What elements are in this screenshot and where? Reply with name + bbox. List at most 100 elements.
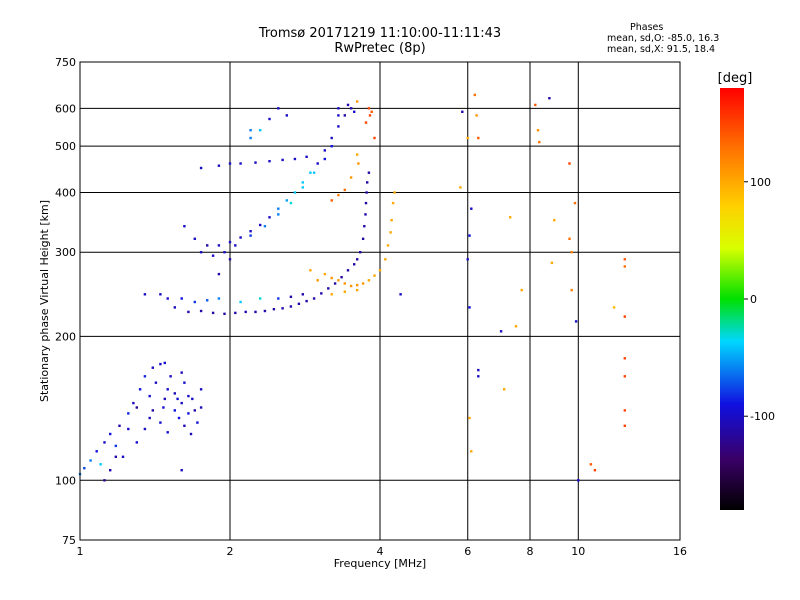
data-point bbox=[466, 258, 469, 261]
data-point bbox=[103, 441, 106, 444]
data-point bbox=[239, 162, 242, 165]
data-point bbox=[370, 110, 373, 113]
data-point bbox=[568, 162, 571, 165]
data-point bbox=[477, 375, 480, 378]
data-point bbox=[159, 362, 162, 366]
data-point bbox=[159, 421, 162, 424]
colorbar: [deg] 100 0 -100 bbox=[718, 71, 775, 510]
data-point bbox=[337, 114, 340, 117]
data-point bbox=[361, 237, 365, 240]
data-point bbox=[277, 213, 280, 216]
data-point bbox=[503, 388, 506, 391]
data-point bbox=[259, 129, 262, 132]
data-point bbox=[461, 110, 464, 113]
data-point bbox=[263, 309, 267, 313]
data-point bbox=[346, 103, 350, 107]
data-point bbox=[159, 293, 162, 296]
colorbar-label: [deg] bbox=[718, 71, 753, 86]
data-point bbox=[249, 129, 252, 132]
data-point bbox=[330, 276, 333, 280]
data-point bbox=[151, 366, 154, 369]
data-point bbox=[364, 121, 368, 124]
data-point bbox=[337, 279, 340, 282]
data-point bbox=[259, 297, 262, 300]
y-tick-label: 750 bbox=[55, 56, 76, 69]
data-point bbox=[378, 269, 382, 272]
y-tick-label: 75 bbox=[62, 534, 76, 547]
data-point bbox=[114, 444, 117, 448]
data-point bbox=[553, 219, 556, 222]
data-point bbox=[289, 305, 293, 308]
data-point bbox=[239, 236, 242, 239]
data-point bbox=[367, 171, 371, 174]
data-point bbox=[316, 279, 319, 282]
data-point bbox=[612, 306, 616, 309]
x-tick-label: 6 bbox=[464, 545, 471, 558]
data-point bbox=[343, 290, 346, 293]
data-point bbox=[187, 412, 190, 415]
x-tick-label: 2 bbox=[227, 545, 234, 558]
y-tick-label: 200 bbox=[55, 330, 76, 343]
data-point bbox=[389, 231, 392, 234]
data-point bbox=[459, 186, 462, 189]
data-point bbox=[199, 251, 203, 254]
data-point bbox=[249, 234, 252, 237]
data-point bbox=[180, 401, 183, 405]
data-point bbox=[293, 157, 297, 161]
data-point bbox=[199, 406, 203, 409]
data-point bbox=[367, 279, 371, 282]
phase-stats-x-mode: mean, sd,X: 91.5, 18.4 bbox=[607, 44, 716, 55]
data-point bbox=[183, 225, 186, 228]
data-point bbox=[470, 207, 473, 210]
phase-stats-heading: Phases bbox=[630, 22, 664, 33]
x-tick-label: 10 bbox=[571, 545, 585, 558]
data-point bbox=[89, 459, 92, 462]
data-point bbox=[337, 193, 340, 197]
data-point bbox=[340, 276, 343, 279]
data-point bbox=[470, 450, 473, 453]
data-point bbox=[538, 140, 541, 144]
data-point bbox=[289, 295, 293, 298]
data-point bbox=[285, 114, 288, 117]
data-point bbox=[187, 310, 190, 314]
data-point bbox=[356, 258, 359, 261]
data-point bbox=[121, 455, 125, 458]
data-point bbox=[316, 162, 319, 165]
data-point bbox=[301, 293, 304, 296]
x-tick-label: 8 bbox=[527, 545, 534, 558]
data-point bbox=[180, 371, 183, 374]
y-axis-label: Stationary phase Virtual Height [km] bbox=[38, 200, 51, 402]
data-point bbox=[281, 307, 284, 310]
data-point bbox=[109, 469, 112, 472]
y-tick-label: 500 bbox=[55, 140, 76, 153]
data-point bbox=[593, 469, 597, 472]
data-point bbox=[361, 282, 365, 285]
data-point bbox=[234, 311, 237, 315]
data-point bbox=[477, 136, 480, 140]
data-point bbox=[577, 479, 580, 482]
data-point bbox=[239, 300, 242, 304]
data-point bbox=[223, 251, 226, 254]
data-point bbox=[143, 293, 147, 296]
colorbar-ticks: 100 0 -100 bbox=[744, 176, 775, 423]
data-point bbox=[293, 191, 297, 194]
data-point bbox=[534, 103, 537, 107]
data-point bbox=[373, 136, 376, 140]
data-point bbox=[623, 424, 626, 427]
data-point bbox=[468, 306, 471, 309]
data-point bbox=[196, 421, 199, 424]
data-point bbox=[550, 261, 554, 265]
data-point bbox=[356, 100, 359, 103]
data-point bbox=[83, 467, 86, 470]
data-point bbox=[365, 191, 368, 194]
data-point bbox=[166, 297, 169, 300]
data-point bbox=[228, 240, 232, 244]
data-point bbox=[148, 394, 151, 398]
data-point bbox=[228, 162, 232, 165]
data-point bbox=[305, 155, 308, 158]
data-point bbox=[177, 416, 181, 420]
data-point bbox=[333, 282, 337, 285]
colorbar-tick-label: 0 bbox=[750, 293, 757, 306]
data-point bbox=[211, 254, 215, 257]
